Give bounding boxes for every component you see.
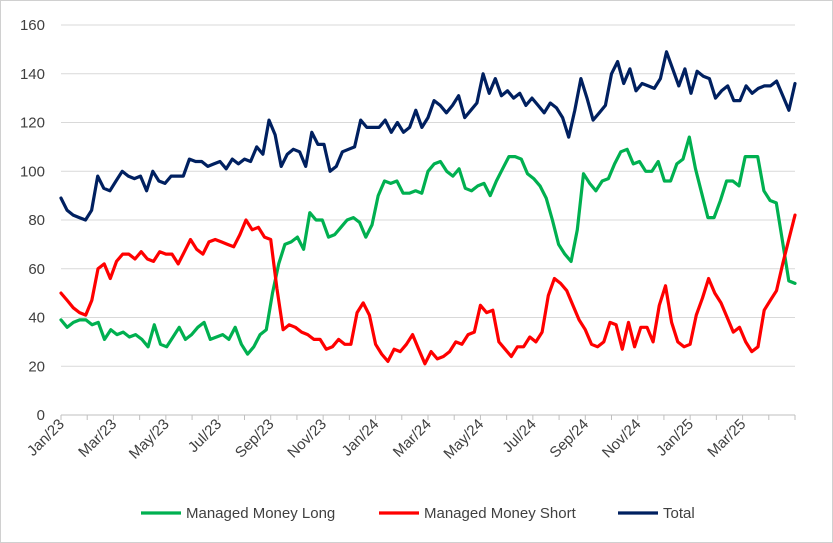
axes — [60, 414, 796, 420]
legend-label: Total — [663, 505, 695, 522]
x-tick-label: Jan/23 — [24, 416, 68, 460]
series-line-managed-money-long — [59, 135, 797, 356]
x-tick-label: Mar/23 — [75, 416, 120, 461]
y-tick-label: 160 — [20, 17, 45, 34]
x-tick-label: Mar/25 — [704, 416, 749, 461]
x-tick-label: Jan/25 — [653, 416, 697, 460]
x-tick-label: Sep/23 — [232, 416, 278, 462]
y-tick-label: 140 — [20, 66, 45, 83]
x-tick-label: Jan/24 — [339, 416, 383, 460]
y-tick-label: 20 — [28, 358, 45, 375]
y-tick-label: 40 — [28, 310, 45, 327]
series-line-total — [59, 50, 797, 222]
y-tick-label: 100 — [20, 163, 45, 180]
series-lines — [59, 50, 797, 366]
x-tick-label: Jul/24 — [499, 416, 539, 456]
x-tick-label: Mar/24 — [390, 416, 435, 461]
y-tick-labels: 0 20 40 60 80 100 120 140 160 — [20, 17, 45, 424]
legend-item-managed-money-short: Managed Money Short — [379, 505, 577, 522]
y-tick-label: 0 — [37, 407, 45, 424]
legend-label: Managed Money Short — [424, 505, 577, 522]
y-tick-label: 80 — [28, 212, 45, 229]
legend-label: Managed Money Long — [186, 505, 335, 522]
legend-item-total: Total — [618, 505, 695, 522]
x-tick-label: Sep/24 — [546, 416, 592, 462]
x-tick-label: Nov/23 — [284, 416, 330, 462]
series-line-managed-money-short — [59, 213, 797, 366]
x-tick-label: May/23 — [126, 416, 173, 463]
x-tick-label: May/24 — [440, 416, 487, 463]
x-tick-labels: Jan/23 Mar/23 May/23 Jul/23 Sep/23 Nov/23 Jan/… — [24, 416, 749, 463]
x-tick-label: Jul/23 — [185, 416, 225, 456]
legend-item-managed-money-long: Managed Money Long — [141, 505, 335, 522]
y-tick-label: 120 — [20, 115, 45, 132]
x-tick-label: Nov/24 — [599, 416, 645, 462]
y-tick-label: 60 — [28, 261, 45, 278]
legend: Managed Money Long Managed Money Short Tot… — [141, 505, 695, 522]
grid-lines — [61, 24, 795, 367]
